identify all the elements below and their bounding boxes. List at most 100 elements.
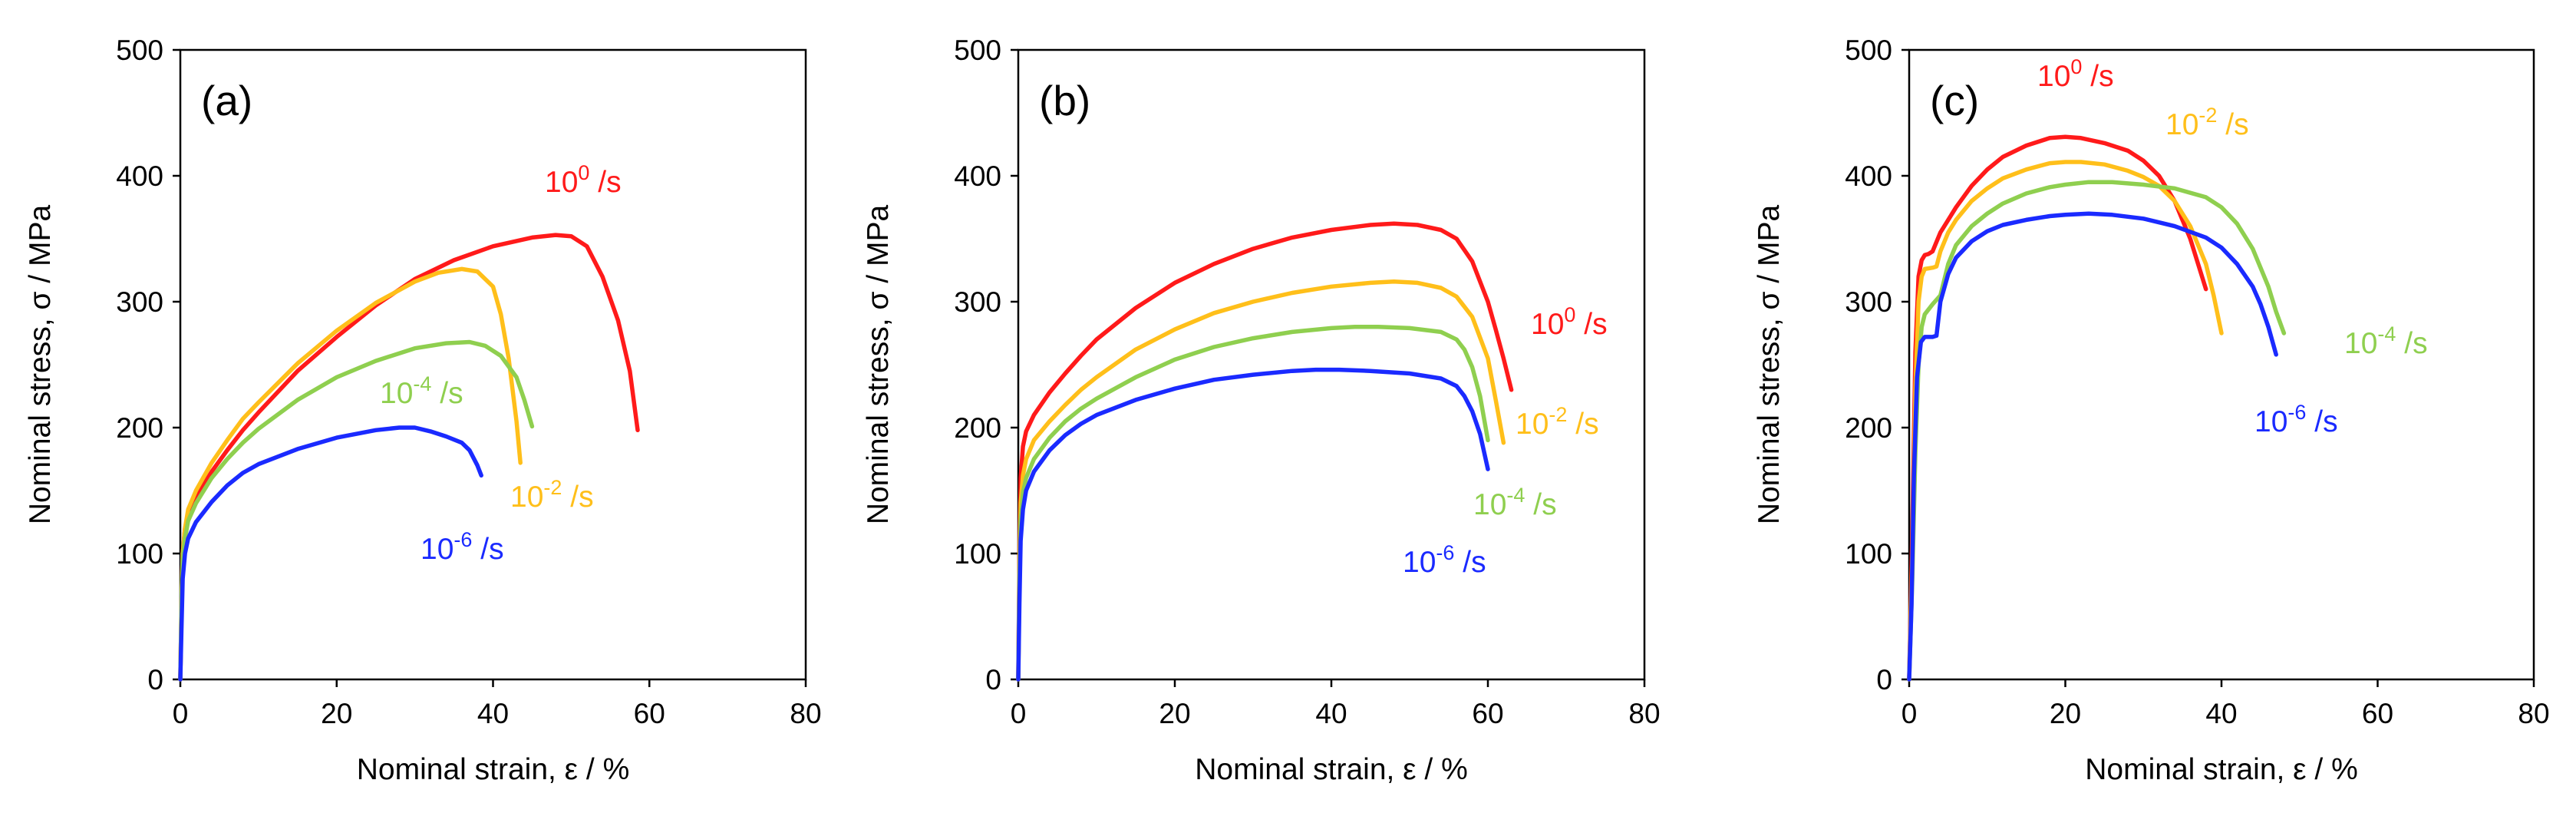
series-line-1 xyxy=(178,233,640,682)
x-tick-label: 20 xyxy=(321,698,352,729)
y-axis-label: Nominal stress, σ / MPa xyxy=(862,205,895,525)
y-tick-label: 300 xyxy=(954,286,1001,318)
series-label-2: 10-2 /s xyxy=(510,476,594,514)
series-label-unit: /s xyxy=(2217,108,2248,141)
series-line-2 xyxy=(1907,160,2224,682)
y-tick-label: 400 xyxy=(954,160,1001,192)
x-tick-label: 80 xyxy=(790,698,821,729)
series-line-1 xyxy=(1907,134,2208,682)
series-label-unit: /s xyxy=(1525,488,1556,521)
x-tick-label: 80 xyxy=(1628,698,1660,729)
series-label-1: 100 /s xyxy=(1531,303,1608,341)
series-label-exponent: -6 xyxy=(2287,401,2306,424)
x-tick-label: 0 xyxy=(173,698,189,729)
y-tick-label: 0 xyxy=(1876,664,1892,696)
y-tick-label: 500 xyxy=(954,35,1001,66)
x-tick-label: 80 xyxy=(2518,698,2549,729)
series-label-unit: /s xyxy=(562,481,593,514)
series-label-exponent: -2 xyxy=(2198,104,2217,127)
x-axis-label: Nominal strain, ε / % xyxy=(1195,753,1468,786)
series-label-base: 10 xyxy=(1473,488,1506,521)
x-tick-label: 60 xyxy=(1472,698,1503,729)
y-tick-label: 0 xyxy=(985,664,1001,696)
y-tick-label: 300 xyxy=(1845,286,1892,318)
series-label-unit: /s xyxy=(589,166,621,199)
x-tick-label: 0 xyxy=(1011,698,1027,729)
x-axis-label: Nominal strain, ε / % xyxy=(2085,753,2358,786)
series-label-1: 100 /s xyxy=(2037,55,2114,93)
plot-frame xyxy=(179,48,807,681)
y-tick-label: 200 xyxy=(1845,412,1892,444)
series-label-base: 10 xyxy=(545,166,578,199)
series-line-4 xyxy=(1907,211,2278,682)
series-label-base: 10 xyxy=(421,533,454,566)
series-label-exponent: -4 xyxy=(2377,322,2396,345)
y-tick-label: 100 xyxy=(1845,538,1892,570)
series-line-4 xyxy=(178,425,483,682)
series-label-base: 10 xyxy=(2165,108,2198,141)
series-label-exponent: -4 xyxy=(413,372,431,395)
y-tick-label: 500 xyxy=(116,35,163,66)
y-axis-label: Nominal stress, σ / MPa xyxy=(24,205,57,525)
series-label-exponent: -2 xyxy=(543,476,562,499)
x-axis-label: Nominal strain, ε / % xyxy=(357,753,630,786)
series-label-base: 10 xyxy=(380,377,413,410)
series-label-base: 10 xyxy=(2254,405,2287,438)
x-tick-label: 40 xyxy=(1315,698,1347,729)
series-line-4 xyxy=(1016,367,1490,682)
series-label-base: 10 xyxy=(1403,546,1436,579)
series-label-unit: /s xyxy=(1567,408,1598,441)
x-tick-label: 60 xyxy=(2362,698,2393,729)
x-tick-label: 60 xyxy=(634,698,665,729)
series-label-unit: /s xyxy=(2396,327,2427,360)
y-tick-label: 100 xyxy=(954,538,1001,570)
series-label-base: 10 xyxy=(1516,408,1549,441)
series-label-exponent: -6 xyxy=(454,528,472,551)
series-label-3: 10-4 /s xyxy=(380,372,463,410)
series-label-exponent: 0 xyxy=(1564,303,1575,326)
series-label-1: 100 /s xyxy=(545,161,622,199)
series-line-3 xyxy=(1907,180,2287,682)
series-label-base: 10 xyxy=(2344,327,2377,360)
plot-frame xyxy=(1908,48,2535,681)
series-line-2 xyxy=(178,266,523,682)
series-line-3 xyxy=(1016,325,1490,682)
y-tick-label: 400 xyxy=(1845,160,1892,192)
series-label-exponent: -2 xyxy=(1549,403,1567,426)
series-label-3: 10-4 /s xyxy=(1473,484,1557,521)
series-label-unit: /s xyxy=(1454,546,1486,579)
series-label-4: 10-6 /s xyxy=(421,528,504,566)
series-label-2: 10-2 /s xyxy=(1516,403,1599,441)
series-label-2: 10-2 /s xyxy=(2165,104,2249,141)
series-label-unit: /s xyxy=(2306,405,2337,438)
series-line-1 xyxy=(1016,221,1514,682)
series-line-3 xyxy=(178,339,535,682)
series-label-unit: /s xyxy=(2082,60,2113,93)
series-label-4: 10-6 /s xyxy=(1403,541,1486,579)
x-tick-label: 40 xyxy=(477,698,509,729)
series-label-unit: /s xyxy=(431,377,463,410)
series-label-unit: /s xyxy=(1575,308,1607,341)
series-label-base: 10 xyxy=(2037,60,2070,93)
panel-label: (a) xyxy=(201,77,252,124)
series-label-exponent: 0 xyxy=(578,161,589,184)
x-tick-label: 20 xyxy=(1159,698,1190,729)
series-label-3: 10-4 /s xyxy=(2344,322,2428,360)
series-label-4: 10-6 /s xyxy=(2254,401,2338,438)
y-tick-label: 200 xyxy=(116,412,163,444)
y-tick-label: 0 xyxy=(147,664,163,696)
series-label-base: 10 xyxy=(510,481,543,514)
panel-label: (c) xyxy=(1930,77,1979,124)
y-tick-label: 100 xyxy=(116,538,163,570)
y-tick-label: 400 xyxy=(116,160,163,192)
series-line-2 xyxy=(1016,279,1506,682)
x-tick-label: 40 xyxy=(2205,698,2237,729)
panel-label: (b) xyxy=(1039,77,1090,124)
series-label-unit: /s xyxy=(472,533,503,566)
y-tick-label: 300 xyxy=(116,286,163,318)
y-tick-label: 500 xyxy=(1845,35,1892,66)
